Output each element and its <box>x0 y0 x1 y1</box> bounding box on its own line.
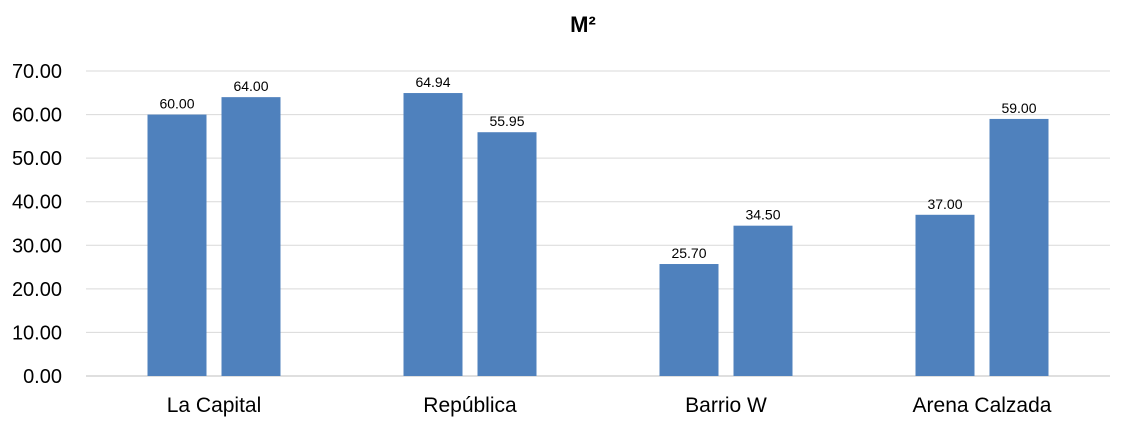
chart-title: M² <box>570 12 596 37</box>
y-tick-label: 20.00 <box>12 279 62 301</box>
x-tick-label: Arena Calzada <box>913 394 1052 417</box>
data-label: 37.00 <box>927 196 962 212</box>
bar <box>221 97 281 377</box>
y-tick-label: 70.00 <box>12 61 62 83</box>
bar <box>147 114 207 377</box>
data-label: 59.00 <box>1001 100 1036 116</box>
bar <box>659 264 719 376</box>
data-label: 64.00 <box>233 78 268 94</box>
y-tick-label: 30.00 <box>12 235 62 257</box>
data-label: 64.94 <box>415 74 450 90</box>
data-label: 34.50 <box>745 207 780 223</box>
x-tick-label: Barrio W <box>685 394 767 417</box>
bars <box>147 93 1049 377</box>
bar <box>403 93 463 376</box>
x-tick-label: La Capital <box>167 394 262 417</box>
data-label: 60.00 <box>159 96 194 112</box>
data-labels: 60.00 64.00 64.94 55.95 25.70 34.50 37.00 59.00 <box>159 74 1036 261</box>
y-tick-label: 60.00 <box>12 105 62 127</box>
data-label: 25.70 <box>671 245 706 261</box>
y-tick-label: 10.00 <box>12 322 62 344</box>
bar <box>989 118 1049 376</box>
y-tick-label: 50.00 <box>12 148 62 170</box>
y-axis-ticks: 0.00 10.00 20.00 30.00 40.00 50.00 60.00 70.00 <box>12 61 62 388</box>
data-label: 55.95 <box>489 113 524 129</box>
x-tick-label: República <box>423 394 517 417</box>
x-axis-ticks: La Capital República Barrio W Arena Calzada <box>167 394 1052 417</box>
bar <box>733 225 793 376</box>
y-tick-label: 0.00 <box>23 366 62 388</box>
y-tick-label: 40.00 <box>12 192 62 214</box>
bar <box>915 214 975 376</box>
bar <box>477 132 537 376</box>
